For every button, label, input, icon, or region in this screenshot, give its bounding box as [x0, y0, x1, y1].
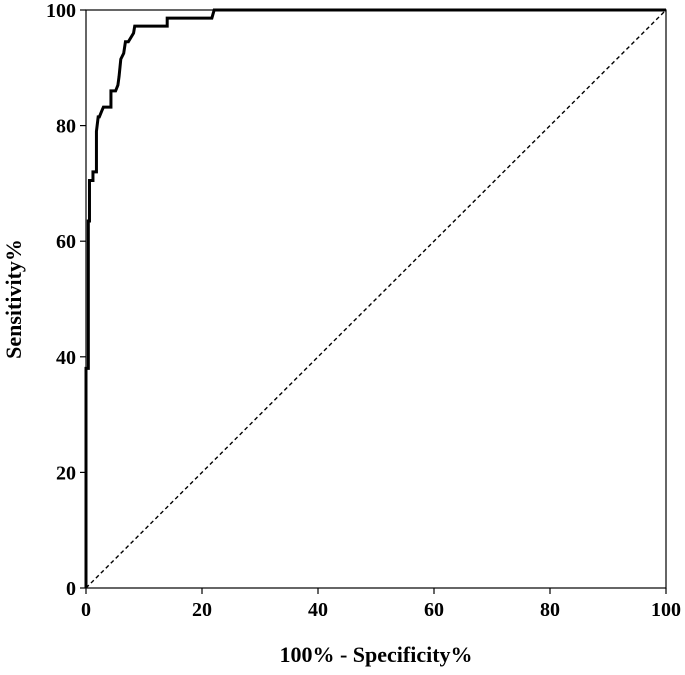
x-tick-label: 40: [308, 599, 328, 621]
roc-curve-line: [84, 8, 666, 588]
reference-diagonal-line: [85, 9, 667, 589]
x-tick-label: 0: [81, 599, 91, 621]
y-tick-label: 100: [46, 0, 76, 22]
axis-ticks: 0 20 40 60 80 100 0 20 40 60 80 100: [46, 0, 681, 621]
y-tick-label: 20: [56, 462, 76, 484]
x-axis-title: 100% - Specificity%: [279, 642, 472, 667]
x-tick-label: 80: [540, 599, 560, 621]
x-tick-label: 60: [424, 599, 444, 621]
y-tick-label: 0: [66, 578, 76, 600]
y-axis-title: Sensitivity%: [1, 239, 26, 359]
y-tick-label: 60: [56, 231, 76, 253]
chart-marks: [84, 8, 667, 589]
y-tick-label: 80: [56, 116, 76, 138]
x-tick-label: 20: [192, 599, 212, 621]
y-tick-label: 40: [56, 347, 76, 369]
x-tick-label: 100: [651, 599, 681, 621]
